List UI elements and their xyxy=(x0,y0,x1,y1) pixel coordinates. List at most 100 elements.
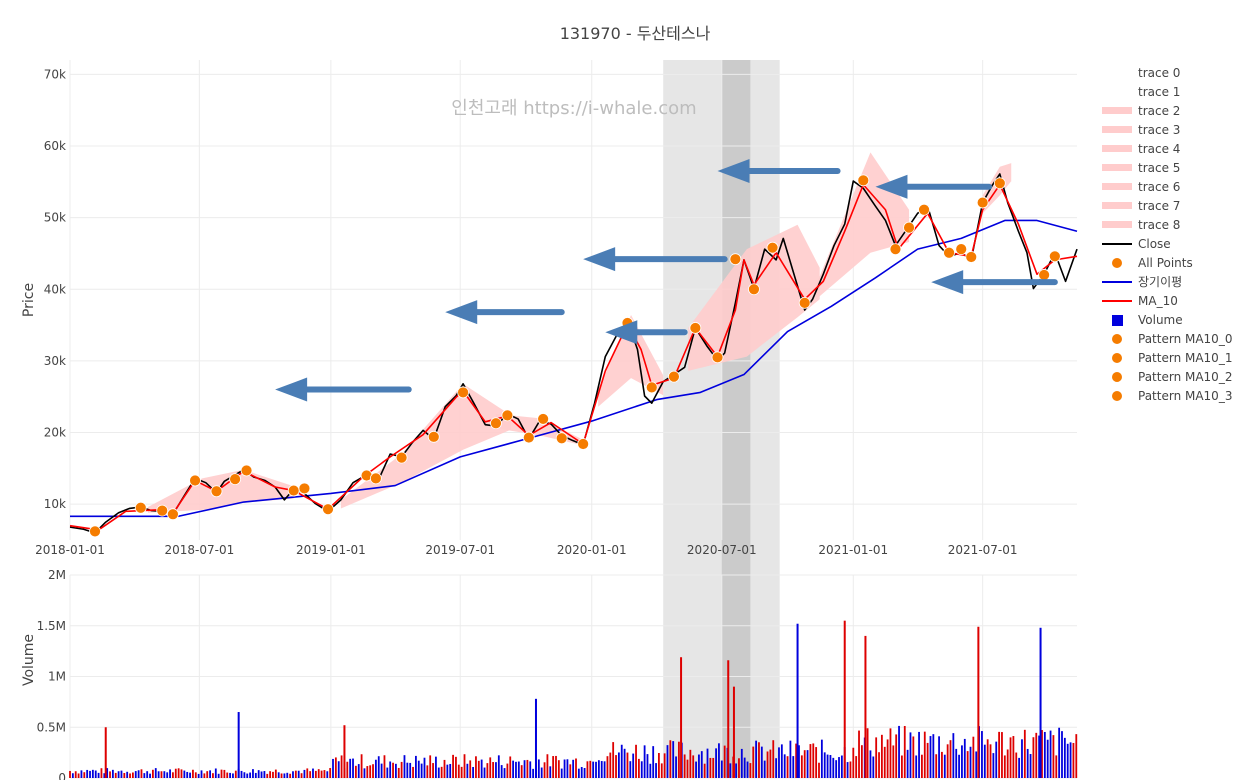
legend-item-trace-8[interactable]: trace 8 xyxy=(1102,218,1180,232)
volume-bar xyxy=(918,731,920,778)
volume-bar xyxy=(369,765,372,778)
volume-bar xyxy=(354,765,357,778)
legend-item-장기이평[interactable]: 장기이평 xyxy=(1102,275,1182,289)
volume-bar xyxy=(632,753,635,778)
volume-bar xyxy=(775,758,778,778)
volume-bar xyxy=(334,757,337,778)
legend-swatch xyxy=(1102,183,1132,190)
volume-bar xyxy=(846,762,849,778)
volume-bar xyxy=(812,743,815,778)
legend-item-trace-0[interactable]: trace 0 xyxy=(1138,66,1180,80)
volume-bar xyxy=(131,772,134,778)
volume-bar xyxy=(240,770,243,778)
legend-item-trace-2[interactable]: trace 2 xyxy=(1102,104,1180,118)
volume-bar xyxy=(543,762,546,778)
volume-bar xyxy=(749,763,752,778)
volume-bar xyxy=(706,748,709,778)
volume-bar xyxy=(658,752,660,778)
volume-bar xyxy=(1061,731,1063,778)
volume-bar xyxy=(1012,736,1015,778)
volume-bar xyxy=(806,750,809,778)
volume-bar xyxy=(83,772,86,778)
volume-bar xyxy=(460,766,463,778)
volume-bar-peak xyxy=(680,657,683,778)
volume-bar xyxy=(269,771,272,778)
volume-bar xyxy=(609,752,612,778)
volume-bar xyxy=(389,761,392,778)
volume-bar xyxy=(254,772,257,778)
volume-bar xyxy=(663,753,666,778)
volume-bar xyxy=(486,763,489,778)
legend-label: Volume xyxy=(1138,313,1183,327)
legend-item-trace-3[interactable]: trace 3 xyxy=(1102,123,1180,137)
volume-bar xyxy=(635,744,637,778)
volume-tick-label: 1.5M xyxy=(37,619,66,633)
volume-bar xyxy=(475,756,477,778)
volume-bar xyxy=(1009,737,1012,778)
legend-label: trace 6 xyxy=(1138,180,1180,194)
legend-item-Pattern-MA10_2[interactable]: Pattern MA10_2 xyxy=(1112,370,1232,384)
volume-bar xyxy=(420,763,423,778)
legend-item-trace-1[interactable]: trace 1 xyxy=(1138,85,1180,99)
legend-label: trace 1 xyxy=(1138,85,1180,99)
pattern-point xyxy=(369,472,382,485)
volume-bar xyxy=(103,773,106,778)
volume-bar xyxy=(675,756,677,778)
legend-item-MA_10[interactable]: MA_10 xyxy=(1102,294,1178,308)
arrow-head xyxy=(717,159,750,184)
volume-bar xyxy=(234,770,237,778)
legend-item-trace-4[interactable]: trace 4 xyxy=(1102,142,1180,156)
volume-bar xyxy=(249,772,252,778)
legend-item-trace-6[interactable]: trace 6 xyxy=(1102,180,1180,194)
volume-bar xyxy=(838,757,840,778)
legend[interactable]: trace 0 trace 1 trace 2 trace 3 trace 4 trace… xyxy=(1102,66,1232,403)
volume-bar xyxy=(74,771,77,778)
volume-tick-label: 0 xyxy=(58,771,66,780)
volume-bar-peak xyxy=(864,635,867,778)
volume-bar xyxy=(1069,742,1072,778)
band-trace-3 xyxy=(340,383,511,509)
legend-item-All-Points[interactable]: All Points xyxy=(1112,256,1193,270)
volume-bar xyxy=(1043,731,1046,778)
volume-bar xyxy=(495,762,497,778)
volume-bar xyxy=(869,750,872,778)
volume-bar xyxy=(875,737,878,778)
volume-bar xyxy=(555,755,557,778)
volume-bar xyxy=(174,768,177,778)
legend-item-Volume[interactable]: Volume xyxy=(1112,313,1183,327)
volume-bar xyxy=(835,760,838,778)
volume-bar xyxy=(497,755,500,778)
legend-item-Pattern-MA10_1[interactable]: Pattern MA10_1 xyxy=(1112,351,1232,365)
legend-item-Pattern-MA10_0[interactable]: Pattern MA10_0 xyxy=(1112,332,1232,346)
volume-bar xyxy=(274,769,277,778)
volume-bar xyxy=(941,751,943,778)
volume-axis-title: Volume xyxy=(21,634,37,686)
volume-bar xyxy=(477,760,480,778)
volume-bar xyxy=(889,728,892,778)
pattern-point xyxy=(689,322,702,334)
volume-bar xyxy=(586,761,589,778)
volume-bar xyxy=(952,733,955,778)
volume-bar xyxy=(483,767,486,778)
volume-bar xyxy=(1003,755,1006,778)
volume-bar xyxy=(880,734,883,778)
legend-item-Pattern-MA10_3[interactable]: Pattern MA10_3 xyxy=(1112,389,1232,403)
pattern-point xyxy=(1048,250,1061,263)
volume-bar xyxy=(346,761,349,778)
volume-bar xyxy=(975,751,978,778)
legend-item-trace-7[interactable]: trace 7 xyxy=(1102,199,1180,213)
volume-bar xyxy=(117,771,120,778)
pattern-point xyxy=(89,525,101,538)
volume-bar xyxy=(915,755,918,778)
volume-bar-peak xyxy=(977,626,980,778)
legend-item-Close[interactable]: Close xyxy=(1102,237,1171,251)
volume-bar xyxy=(643,745,646,778)
band-trace-5 xyxy=(598,315,664,407)
legend-item-trace-5[interactable]: trace 5 xyxy=(1102,161,1180,175)
volume-bar xyxy=(143,773,146,778)
arrow-head xyxy=(445,300,478,325)
legend-swatch xyxy=(1112,353,1122,363)
volume-bar xyxy=(786,756,789,778)
volume-bar xyxy=(958,754,960,778)
volume-bar xyxy=(69,770,71,778)
